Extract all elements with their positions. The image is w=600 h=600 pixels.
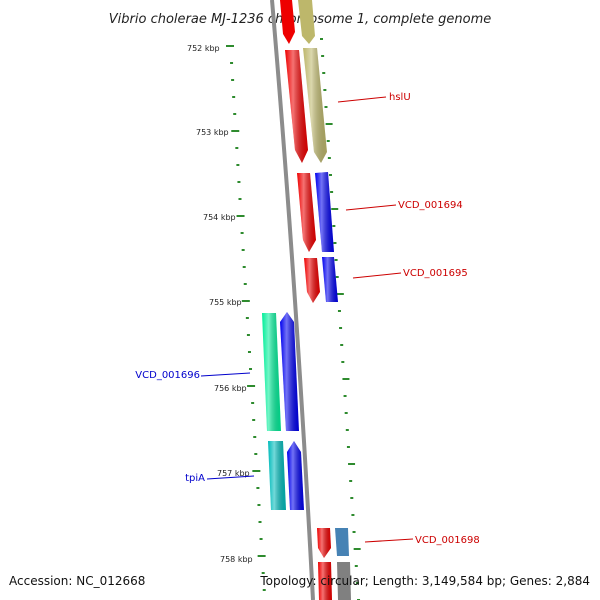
tick-mark — [226, 45, 234, 47]
tick-mark — [246, 334, 250, 336]
tick-mark — [339, 327, 343, 329]
tick-mark — [323, 89, 327, 91]
tick-mark — [257, 504, 261, 506]
tick-mark — [320, 38, 323, 40]
gene-label-vcd-001696[interactable]: VCD_001696 — [135, 370, 200, 381]
tick-mark — [231, 130, 240, 132]
tick-mark — [252, 470, 261, 472]
gene-label-vcd-001698[interactable]: VCD_001698 — [415, 535, 480, 546]
genome-summary-text: Topology: circular; Length: 3,149,584 bp… — [260, 574, 590, 588]
gene-feature[interactable] — [280, 0, 295, 44]
tick-label-753: 753 kbp — [196, 128, 229, 137]
tick-mark — [335, 276, 339, 278]
gene-feature[interactable] — [298, 0, 315, 44]
tick-mark — [247, 385, 256, 387]
tick-mark — [351, 514, 355, 516]
tick-mark — [241, 249, 245, 251]
tick-mark — [325, 123, 333, 125]
tick-mark — [348, 463, 356, 465]
tick-mark — [230, 62, 234, 64]
tick-mark — [231, 79, 235, 81]
map-title: Vibrio cholerae MJ-1236 chromosome 1, co… — [109, 12, 491, 27]
tick-mark — [247, 351, 251, 353]
tick-mark — [259, 538, 263, 540]
tick-mark — [235, 147, 239, 149]
tick-mark — [251, 402, 255, 404]
gene-labels: hslU VCD_001694 VCD_001695 VCD_001696 tp… — [135, 92, 479, 546]
tick-mark — [336, 293, 344, 295]
tick-mark — [243, 283, 247, 285]
tick-label-757: 757 kbp — [217, 469, 250, 478]
tick-mark — [252, 419, 256, 421]
tick-mark — [354, 565, 358, 567]
tick-mark — [256, 487, 260, 489]
tick-mark — [346, 446, 350, 448]
tick-mark — [352, 531, 356, 533]
tick-label-756: 756 kbp — [214, 384, 247, 393]
tick-mark — [344, 412, 348, 414]
tick-mark — [349, 480, 353, 482]
tick-mark — [236, 164, 240, 166]
tick-mark — [242, 266, 246, 268]
gene-feature[interactable] — [337, 562, 351, 600]
gene-label-hslu[interactable]: hslU — [389, 92, 411, 103]
tick-mark — [257, 555, 266, 557]
tick-mark — [237, 181, 241, 183]
tick-mark — [345, 429, 349, 431]
reverse-features — [262, 312, 304, 510]
tick-mark — [353, 548, 361, 550]
tick-mark — [232, 96, 236, 98]
tick-mark — [330, 191, 334, 193]
tick-label-758: 758 kbp — [220, 555, 253, 564]
tick-mark — [342, 378, 350, 380]
gene-label-vcd-001694[interactable]: VCD_001694 — [398, 200, 463, 211]
tick-mark — [333, 242, 337, 244]
tick-mark — [254, 453, 258, 455]
tick-mark — [253, 436, 257, 438]
tick-mark — [321, 55, 325, 57]
tick-mark — [332, 225, 336, 227]
tick-mark — [233, 113, 237, 115]
tick-mark — [355, 582, 359, 584]
tick-mark — [236, 215, 245, 217]
tick-mark — [334, 259, 338, 261]
tick-mark — [249, 368, 253, 370]
tick-label-752: 752 kbp — [187, 44, 220, 53]
chromosome-backbone — [270, 0, 315, 600]
label-connectors — [200, 96, 414, 543]
tick-label-754: 754 kbp — [203, 213, 236, 222]
scale-labels: 752 kbp 753 kbp 754 kbp 755 kbp 756 kbp … — [187, 44, 253, 564]
tick-mark — [245, 317, 249, 319]
tick-mark — [337, 310, 341, 312]
tick-mark — [341, 361, 345, 363]
forward-features — [280, 0, 351, 600]
tick-mark — [238, 198, 242, 200]
tick-mark — [240, 232, 244, 234]
tick-mark — [331, 208, 339, 210]
tick-mark — [261, 572, 265, 574]
gene-label-vcd-001695[interactable]: VCD_001695 — [403, 268, 468, 279]
tick-mark — [343, 395, 347, 397]
tick-label-755: 755 kbp — [209, 298, 242, 307]
tick-marks — [226, 38, 361, 600]
tick-mark — [322, 72, 326, 74]
tick-mark — [324, 106, 328, 108]
tick-mark — [327, 157, 331, 159]
tick-mark — [262, 589, 266, 591]
accession-text: Accession: NC_012668 — [9, 574, 146, 588]
tick-mark — [241, 300, 250, 302]
tick-mark — [326, 140, 330, 142]
tick-mark — [350, 497, 354, 499]
gene-label-tpia[interactable]: tpiA — [185, 473, 205, 484]
tick-mark — [328, 174, 332, 176]
gene-feature[interactable] — [335, 528, 349, 556]
tick-mark — [340, 344, 344, 346]
tick-mark — [258, 521, 262, 523]
